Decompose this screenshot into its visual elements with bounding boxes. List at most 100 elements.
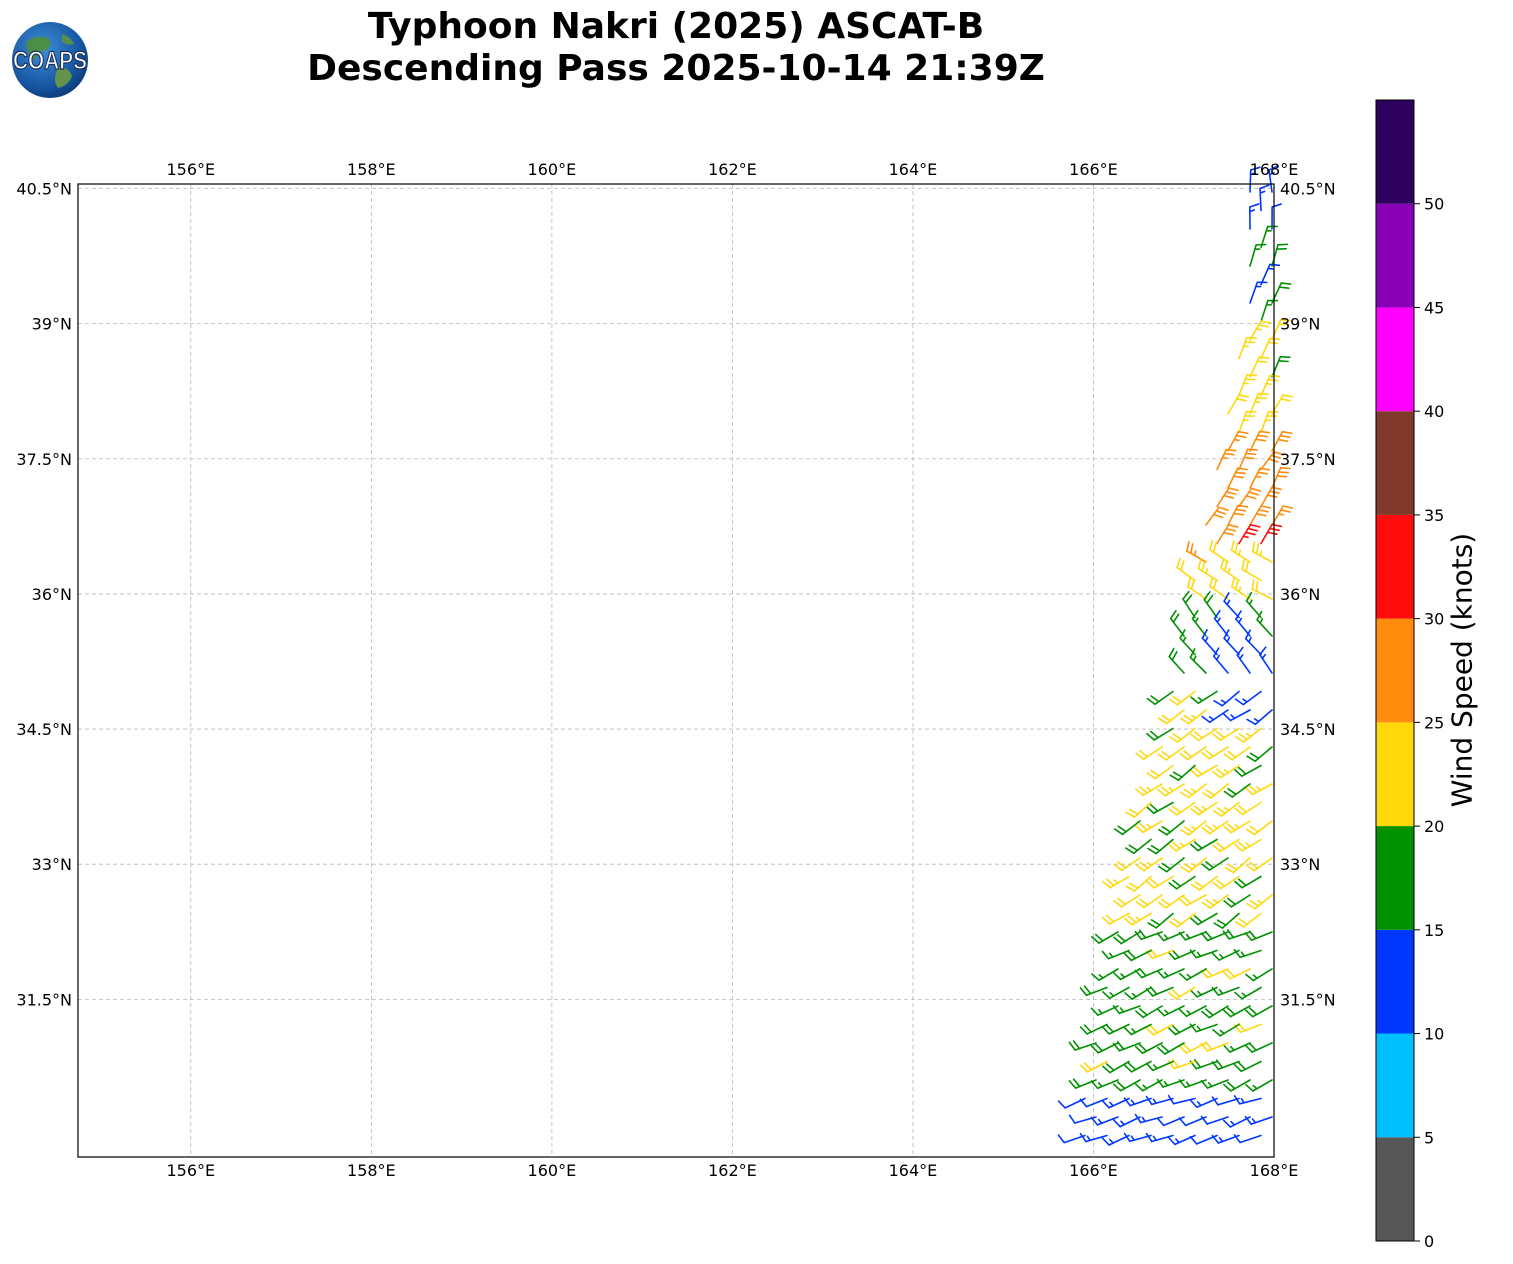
wind-barb: [1146, 764, 1174, 780]
wind-barb: [1271, 505, 1294, 526]
wind-barb: [1068, 1114, 1097, 1124]
wind-barb: [1112, 1116, 1141, 1128]
wind-barb: [1101, 912, 1130, 925]
wind-barb: [1256, 610, 1273, 637]
wind-barb: [1190, 764, 1218, 778]
wind-barb: [1146, 690, 1174, 706]
wind-barb: [1213, 912, 1240, 929]
wind-barb: [1156, 1116, 1185, 1127]
wind-barb: [1123, 1132, 1152, 1143]
lon-tick-label-bottom: 158°E: [347, 1161, 396, 1180]
wind-barb: [1079, 985, 1108, 997]
wind-barb: [1234, 690, 1262, 706]
wind-barb: [1249, 430, 1271, 452]
wind-barb: [1145, 1132, 1174, 1143]
lon-tick-label-bottom: 156°E: [167, 1161, 216, 1180]
wind-barb: [1205, 506, 1229, 526]
wind-barb: [1189, 1134, 1218, 1145]
wind-barb: [1182, 590, 1196, 619]
wind-barb: [1168, 727, 1196, 743]
wind-barb: [1168, 690, 1196, 706]
wind-barb: [1234, 801, 1262, 816]
wind-barb: [1068, 1078, 1097, 1089]
wind-barb: [1157, 709, 1185, 725]
wind-barb: [1249, 166, 1261, 193]
wind-barb: [1057, 1097, 1086, 1109]
wind-barb: [1189, 1097, 1218, 1109]
wind-barb: [1179, 629, 1196, 656]
wind-barb: [1268, 165, 1279, 193]
wind-barb: [1090, 1042, 1119, 1054]
wind-barb: [1220, 557, 1240, 582]
wind-barb: [1209, 576, 1229, 600]
wind-barb: [1222, 709, 1251, 722]
wind-barb: [1222, 1116, 1251, 1128]
wind-barb: [1157, 894, 1185, 909]
wind-barb: [1113, 857, 1141, 872]
wind-barb: [1246, 709, 1273, 726]
wind-barb: [1147, 838, 1174, 855]
wind-barb: [1222, 929, 1251, 940]
coaps-logo: COAPS: [12, 22, 88, 98]
wind-barb: [1168, 647, 1185, 674]
wind-barb: [1156, 1005, 1185, 1017]
wind-barb: [1189, 1023, 1218, 1033]
wind-barb: [1201, 820, 1229, 835]
wind-barb: [1244, 629, 1262, 656]
colorbar-bin: [1376, 722, 1414, 827]
wind-barb: [1101, 986, 1130, 1000]
wind-barb: [1234, 912, 1262, 928]
wind-barb: [1201, 746, 1229, 760]
wind-barb: [1079, 1060, 1108, 1073]
wind-barb: [1112, 1079, 1141, 1092]
wind-barb: [1233, 1060, 1262, 1073]
wind-barb: [1201, 629, 1218, 656]
wind-barb: [1260, 337, 1281, 360]
lon-tick-label-top: 160°E: [528, 160, 577, 179]
colorbar-bin: [1376, 411, 1414, 515]
wind-barb: [1249, 505, 1272, 526]
wind-barb: [1246, 746, 1273, 762]
wind-barb: [1223, 894, 1251, 908]
wind-barb: [1216, 524, 1239, 545]
wind-barb: [1224, 857, 1251, 874]
wind-barb: [1123, 949, 1152, 962]
colorbar-tick-label: 30: [1424, 610, 1444, 629]
wind-barb: [1223, 746, 1251, 761]
lat-tick-label-left: 34.5°N: [16, 720, 72, 739]
wind-barb: [1090, 1005, 1119, 1016]
wind-barb: [1260, 410, 1279, 434]
lat-tick-label-right: 39°N: [1280, 315, 1320, 334]
wind-barb: [1234, 727, 1262, 743]
wind-barb: [1244, 783, 1273, 796]
wind-barb: [1145, 801, 1174, 815]
colorbar-tick-label: 0: [1424, 1232, 1434, 1251]
wind-barb: [1223, 592, 1240, 619]
wind-barb: [1245, 1079, 1273, 1092]
chart-title: Typhoon Nakri (2025) ASCAT-B Descending …: [78, 6, 1274, 90]
colorbar-bin: [1376, 929, 1414, 1034]
wind-barb: [1145, 1095, 1174, 1106]
wind-barb: [1200, 930, 1229, 942]
wind-barb: [1125, 801, 1152, 818]
lat-tick-label-left: 39°N: [32, 315, 72, 334]
wind-barb: [1156, 1078, 1185, 1088]
wind-barb: [1233, 948, 1262, 959]
wind-barb: [1201, 709, 1229, 724]
wind-barb: [1179, 746, 1207, 761]
colorbar-tick-label: 15: [1424, 921, 1444, 940]
wind-barb: [1238, 337, 1257, 360]
wind-barb: [1271, 203, 1282, 230]
wind-barb: [1251, 579, 1273, 600]
wind-barb: [1168, 912, 1196, 928]
wind-barb: [1271, 355, 1291, 378]
wind-barb: [1246, 894, 1273, 910]
colorbar-frame: [1375, 99, 1415, 1242]
wind-barb: [1180, 820, 1207, 836]
wind-barb: [1189, 648, 1207, 674]
wind-barb: [1259, 646, 1273, 674]
wind-barb: [1157, 746, 1185, 761]
wind-barb: [1178, 1116, 1207, 1127]
wind-barb: [1201, 894, 1229, 909]
lat-tick-label-right: 37.5°N: [1280, 450, 1336, 469]
